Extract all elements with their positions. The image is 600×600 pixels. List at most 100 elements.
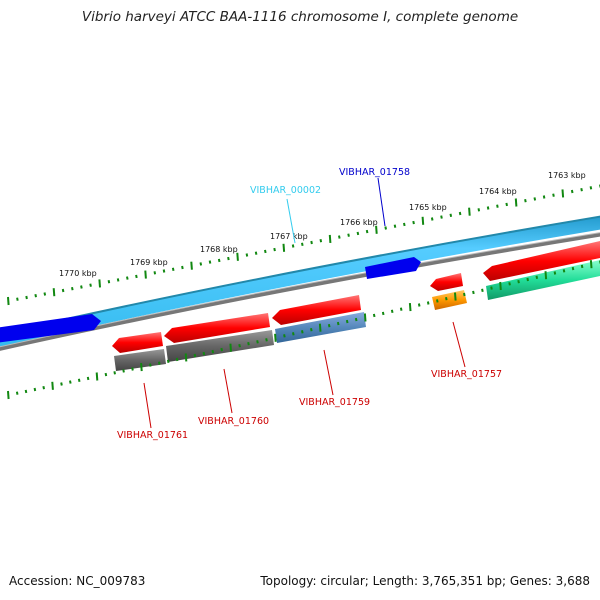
- outer-tick: [98, 279, 101, 288]
- outer-tick: [347, 233, 350, 237]
- inner-tick: [571, 266, 575, 271]
- tick-labels: 1770 kbp 1769 kbp 1768 kbp 1767 kbp 1766 kbp…: [59, 171, 586, 278]
- inner-tick: [580, 264, 584, 269]
- inner-tick: [86, 376, 90, 381]
- inner-tick: [408, 303, 412, 312]
- label-vibhar-01759: VIBHAR_01759: [299, 397, 370, 408]
- inner-tick: [104, 372, 108, 377]
- leader-vibhar-01757: [452, 321, 466, 368]
- outer-tick: [505, 202, 508, 207]
- outer-tick: [328, 234, 332, 243]
- outer-tick: [208, 260, 212, 264]
- outer-tick: [43, 292, 47, 296]
- inner-tick: [318, 323, 322, 332]
- leader-vibhar-01760: [223, 368, 233, 414]
- outer-tick: [171, 267, 175, 271]
- inner-tick: [436, 299, 439, 303]
- outer-tick: [71, 287, 74, 291]
- outer-tick: [135, 274, 138, 279]
- inner-tick: [499, 281, 502, 291]
- inner-tick: [463, 292, 466, 297]
- inner-tick: [399, 307, 403, 311]
- inner-tick: [238, 344, 241, 348]
- outer-tick: [291, 244, 295, 248]
- leader-vibhar-00002: [286, 198, 296, 244]
- outer-tick: [25, 295, 28, 300]
- outer-tick: [310, 240, 313, 245]
- inner-tick: [354, 317, 358, 322]
- inner-tick: [122, 369, 125, 373]
- outer-tick: [126, 276, 129, 280]
- outer-tick: [273, 247, 276, 252]
- inner-tick: [445, 297, 448, 301]
- outer-tick: [319, 239, 323, 243]
- outer-tick: [421, 216, 425, 225]
- outer-tick: [458, 211, 462, 216]
- gene-gray-left: [114, 349, 166, 371]
- inner-tick: [184, 353, 188, 362]
- outer-tick: [393, 224, 397, 228]
- outer-tick: [580, 188, 583, 192]
- tick-label: 1766 kbp: [340, 218, 378, 227]
- outer-tick: [264, 249, 267, 254]
- inner-tick: [426, 301, 430, 305]
- outer-tick: [61, 288, 65, 293]
- inner-tick: [158, 361, 161, 365]
- backbone-ring: [0, 232, 600, 351]
- inner-tick: [175, 357, 179, 362]
- inner-tick: [508, 282, 511, 286]
- outer-tick: [236, 252, 239, 261]
- inner-tick: [211, 349, 215, 354]
- outer-tick: [227, 256, 230, 261]
- gene-vibhar-01759: [272, 295, 361, 325]
- outer-tick: [375, 225, 378, 234]
- inner-tick: [166, 359, 170, 363]
- outer-tick-ring: [7, 184, 600, 306]
- outer-tick: [496, 204, 499, 208]
- outer-tick: [570, 189, 574, 194]
- inner-tick: [336, 321, 340, 326]
- outer-tick: [589, 186, 593, 190]
- outer-tick: [524, 199, 527, 203]
- inner-tick: [363, 313, 367, 322]
- gene-vibhar-01761: [112, 332, 163, 353]
- inner-tick: [381, 311, 385, 316]
- leader-vibhar-01761: [143, 382, 152, 429]
- inner-tick: [69, 380, 72, 384]
- tick-label: 1763 kbp: [548, 171, 586, 180]
- inner-tick: [24, 389, 28, 394]
- outer-tick: [542, 195, 546, 199]
- inner-tick: [33, 387, 37, 392]
- outer-tick: [449, 213, 453, 217]
- inner-tick: [42, 386, 45, 390]
- gene-forward-right: [483, 241, 600, 281]
- tick-label: 1767 kbp: [270, 232, 308, 241]
- inner-tick: [372, 313, 376, 318]
- outer-tick: [80, 285, 83, 289]
- accession-text: Accession: NC_009783: [9, 574, 146, 588]
- tick-label: 1769 kbp: [130, 258, 168, 267]
- outer-tick: [245, 253, 249, 257]
- inner-tick: [265, 338, 268, 342]
- outer-tick: [365, 229, 369, 234]
- feature-blue-vibhar-01758: [365, 257, 421, 279]
- outer-tick: [430, 217, 434, 221]
- outer-tick: [144, 270, 147, 279]
- gene-vibhar-01757: [430, 273, 463, 291]
- feature-ring-cyan: [0, 216, 600, 347]
- inner-tick: [274, 333, 277, 342]
- inner-tick: [517, 280, 520, 284]
- inner-tick: [220, 347, 223, 352]
- inner-tick: [256, 340, 259, 344]
- outer-tick: [533, 197, 537, 201]
- label-vibhar-01760: VIBHAR_01760: [198, 416, 269, 427]
- outer-tick: [116, 278, 120, 282]
- outer-tick: [16, 297, 19, 301]
- tick-label: 1765 kbp: [409, 203, 447, 212]
- outer-tick: [561, 189, 565, 198]
- leader-vibhar-01758: [377, 177, 386, 227]
- inner-tick: [95, 372, 99, 381]
- inner-tick: [113, 371, 116, 375]
- inner-tick: [193, 353, 197, 358]
- outer-tick: [514, 198, 518, 207]
